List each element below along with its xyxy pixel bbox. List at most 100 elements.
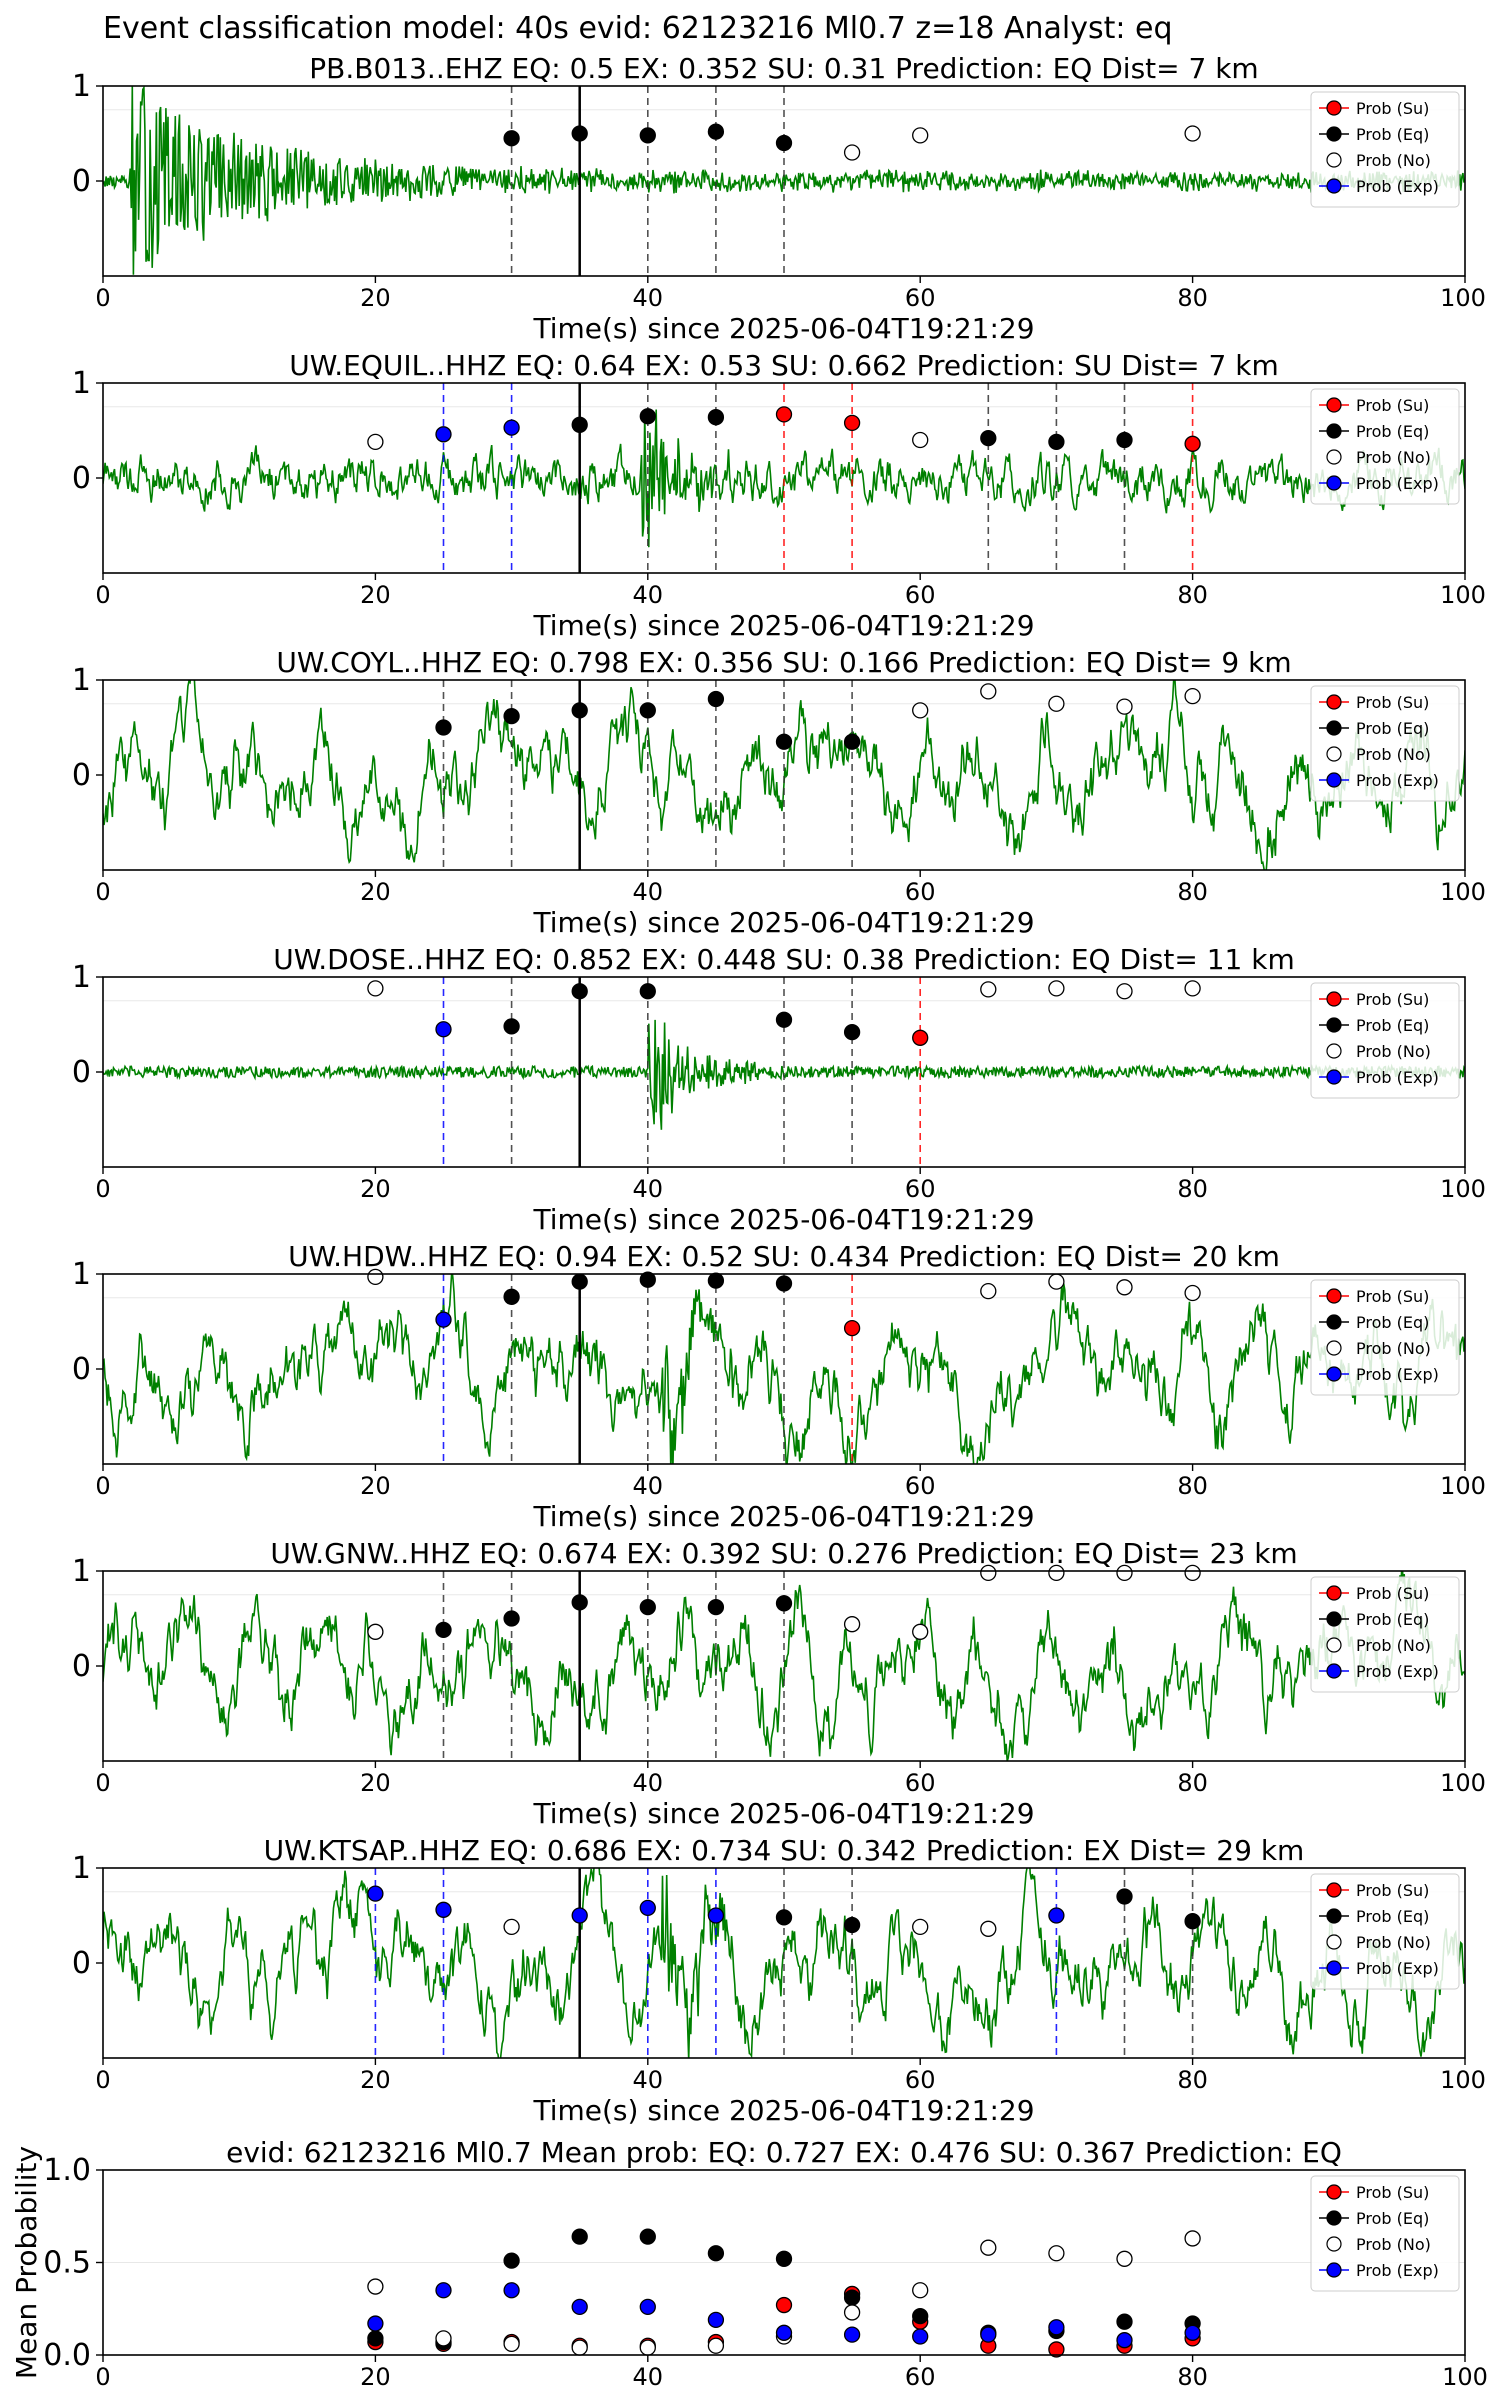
legend-label-no: Prob (No) xyxy=(1356,1636,1431,1655)
x-tick-label: 0 xyxy=(95,1769,110,1797)
legend-label-no: Prob (No) xyxy=(1356,1042,1431,1061)
prob-point-eq xyxy=(571,125,588,142)
y-tick-label: 1 xyxy=(72,1851,91,1886)
panel-title: evid: 62123216 Ml0.7 Mean prob: EQ: 0.72… xyxy=(226,2136,1342,2169)
legend-label-exp: Prob (Exp) xyxy=(1356,771,1439,790)
x-tick-label: 40 xyxy=(633,284,664,312)
x-tick-label: 40 xyxy=(633,1769,664,1797)
prob-point-no xyxy=(980,683,997,700)
x-tick-label: 20 xyxy=(360,2363,391,2391)
legend-marker-exp xyxy=(1326,1960,1342,1976)
legend-label-eq: Prob (Eq) xyxy=(1356,422,1429,441)
panel-2: UW.EQUIL..HHZ EQ: 0.64 EX: 0.53 SU: 0.66… xyxy=(72,349,1486,642)
waveform-trace xyxy=(103,409,1465,548)
legend-marker-exp xyxy=(1326,2262,1342,2278)
prob-point-no xyxy=(367,1268,384,1285)
prob-point-eq xyxy=(503,130,520,147)
prob-point-eq xyxy=(503,1610,520,1627)
prob-point-eq xyxy=(571,1594,588,1611)
legend-marker-no xyxy=(1326,2236,1342,2252)
prob-point-eq xyxy=(707,1272,725,1289)
y-tick-label: 0 xyxy=(72,1055,91,1090)
mean-point-exp xyxy=(503,2282,520,2299)
x-axis-label: Time(s) since 2025-06-04T19:21:29 xyxy=(532,1797,1034,1830)
x-tick-label: 100 xyxy=(1440,1769,1486,1797)
legend-box xyxy=(1310,1873,1460,1990)
y-tick-label: 0.5 xyxy=(43,2246,91,2281)
legend-marker-eq xyxy=(1326,1017,1342,1033)
x-tick-label: 80 xyxy=(1177,2066,1208,2094)
x-tick-label: 60 xyxy=(905,1769,936,1797)
x-tick-label: 0 xyxy=(95,2363,110,2391)
panels: PB.B013..EHZ EQ: 0.5 EX: 0.352 SU: 0.31 … xyxy=(10,52,1488,2391)
panel-5: UW.HDW..HHZ EQ: 0.94 EX: 0.52 SU: 0.434 … xyxy=(72,1240,1486,1533)
mean-point-exp xyxy=(912,2328,929,2345)
prob-point-no xyxy=(843,144,861,161)
legend-marker-eq xyxy=(1326,1611,1342,1627)
mean-point-su xyxy=(1048,2341,1065,2358)
prob-point-eq xyxy=(775,1909,793,1926)
mean-point-no xyxy=(367,2278,384,2295)
prob-point-eq xyxy=(571,416,588,433)
y-tick-label: 1 xyxy=(72,69,91,104)
prob-point-eq xyxy=(639,983,656,1000)
mean-point-no xyxy=(571,2339,588,2356)
prob-point-eq xyxy=(1048,433,1065,451)
prob-point-eq xyxy=(775,1595,793,1612)
y-tick-label: 0 xyxy=(72,164,91,199)
legend-label-eq: Prob (Eq) xyxy=(1356,125,1429,144)
x-tick-label: 100 xyxy=(1440,1472,1486,1500)
panel-title: UW.COYL..HHZ EQ: 0.798 EX: 0.356 SU: 0.1… xyxy=(276,646,1291,679)
legend-label-su: Prob (Su) xyxy=(1356,1287,1429,1306)
prob-point-eq xyxy=(571,702,588,719)
waveform-trace xyxy=(103,1868,1465,2058)
legend-marker-eq xyxy=(1326,1908,1342,1924)
prob-point-eq xyxy=(980,429,997,447)
prob-point-no xyxy=(1184,980,1201,997)
legend-label-eq: Prob (Eq) xyxy=(1356,2209,1429,2228)
prob-point-no xyxy=(843,1616,861,1633)
mean-point-exp xyxy=(1184,2324,1201,2341)
legend-label-no: Prob (No) xyxy=(1356,448,1431,467)
legend-label-eq: Prob (Eq) xyxy=(1356,719,1429,738)
legend-marker-exp xyxy=(1326,1663,1342,1679)
x-tick-label: 40 xyxy=(633,2363,664,2391)
legend-label-exp: Prob (Exp) xyxy=(1356,1959,1439,1978)
mean-point-exp xyxy=(1116,2332,1133,2349)
mean-point-exp xyxy=(1048,2319,1065,2336)
legend-label-exp: Prob (Exp) xyxy=(1356,1068,1439,1087)
panel-title: UW.EQUIL..HHZ EQ: 0.64 EX: 0.53 SU: 0.66… xyxy=(289,349,1278,382)
x-tick-label: 80 xyxy=(1177,1472,1208,1500)
prob-point-eq xyxy=(639,702,656,719)
x-tick-label: 40 xyxy=(633,878,664,906)
legend-marker-eq xyxy=(1326,1314,1342,1330)
mean-point-eq xyxy=(503,2252,520,2269)
x-tick-label: 40 xyxy=(633,1472,664,1500)
legend-label-su: Prob (Su) xyxy=(1356,2183,1429,2202)
legend-box xyxy=(1310,2175,1460,2292)
y-tick-label: 1 xyxy=(72,366,91,401)
legend-label-exp: Prob (Exp) xyxy=(1356,1365,1439,1384)
prob-point-no xyxy=(1184,1564,1201,1582)
prob-point-eq xyxy=(503,1018,520,1035)
prob-point-no xyxy=(980,1282,997,1300)
legend-label-exp: Prob (Exp) xyxy=(1356,2261,1439,2280)
prob-point-no xyxy=(980,1920,997,1937)
prob-point-exp xyxy=(639,1899,656,1917)
legend-label-no: Prob (No) xyxy=(1356,151,1431,170)
y-tick-label: 0 xyxy=(72,1649,91,1684)
mean-point-no xyxy=(1116,2250,1133,2267)
prob-point-eq xyxy=(775,134,793,152)
prob-point-no xyxy=(912,1623,929,1640)
mean-point-eq xyxy=(571,2228,588,2245)
y-tick-label: 1 xyxy=(72,663,91,698)
prob-point-no xyxy=(1048,980,1065,997)
x-tick-label: 60 xyxy=(905,2066,936,2094)
mean-point-eq xyxy=(775,2250,793,2267)
legend-label-eq: Prob (Eq) xyxy=(1356,1313,1429,1332)
x-tick-label: 80 xyxy=(1177,1175,1208,1203)
prob-point-su xyxy=(843,414,861,432)
x-tick-label: 0 xyxy=(95,581,110,609)
prob-point-eq xyxy=(639,127,656,144)
x-tick-label: 80 xyxy=(1177,878,1208,906)
